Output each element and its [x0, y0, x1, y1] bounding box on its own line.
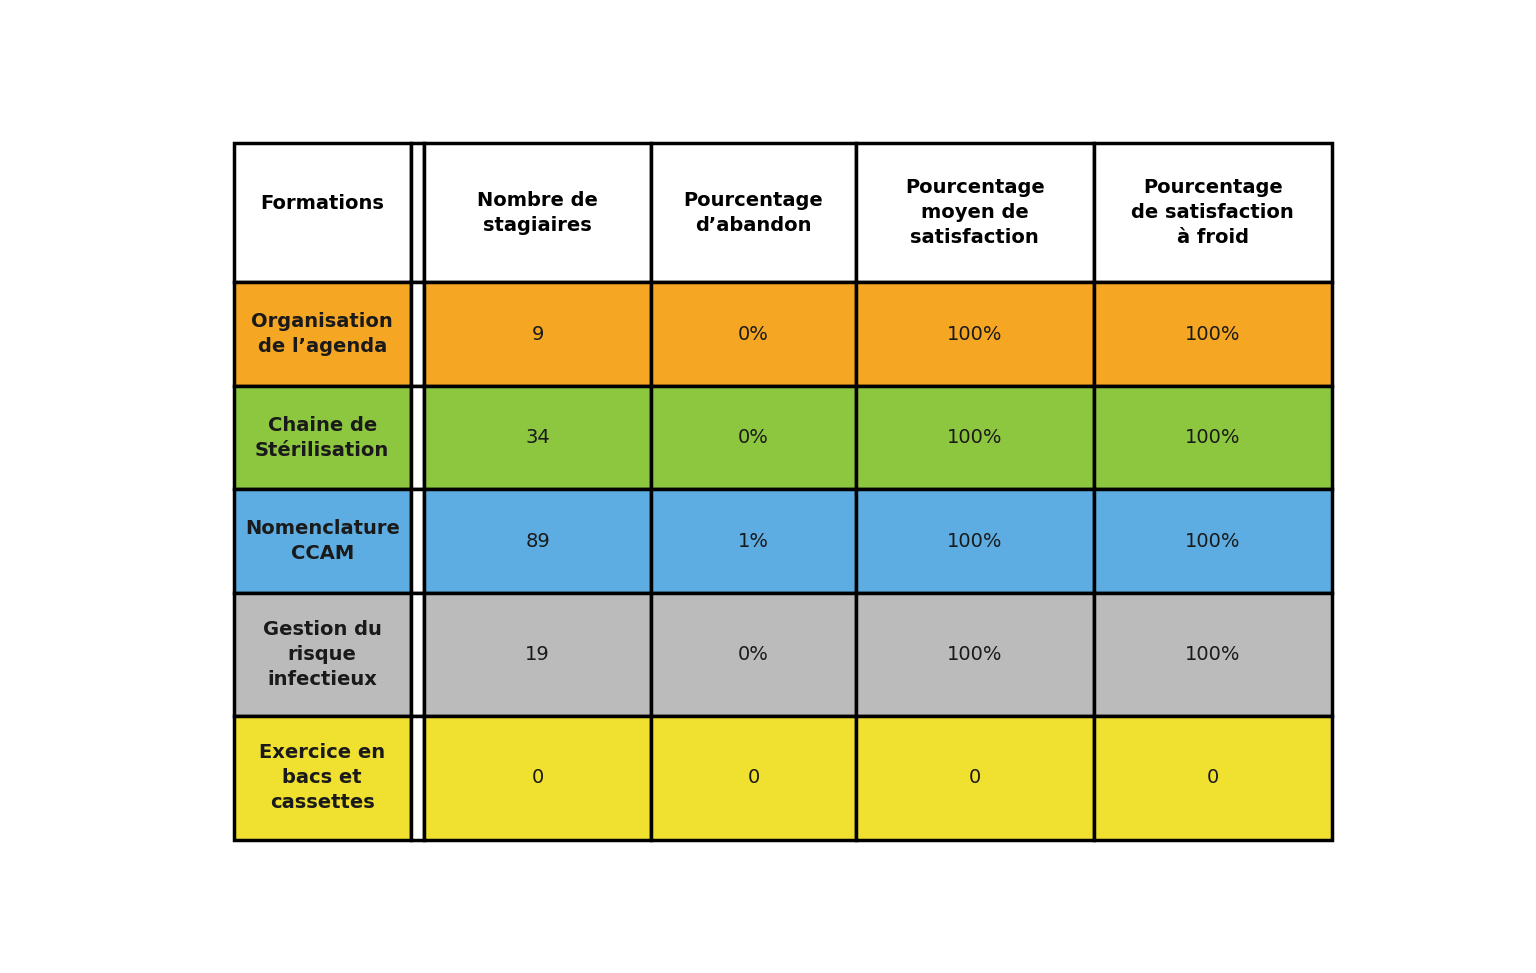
Bar [410, 282, 424, 386]
Text: 100%: 100% [948, 531, 1003, 551]
Bar [233, 143, 410, 282]
Bar [856, 716, 1094, 840]
Bar [856, 593, 1094, 716]
Text: Formations: Formations [260, 194, 384, 213]
Bar [856, 282, 1094, 386]
Text: Exercice en
bacs et
cassettes: Exercice en bacs et cassettes [260, 743, 386, 812]
Bar [651, 143, 856, 282]
Text: 100%: 100% [1186, 428, 1241, 447]
Bar [410, 386, 424, 489]
Text: 100%: 100% [948, 325, 1003, 343]
Text: 100%: 100% [948, 645, 1003, 664]
Text: 34: 34 [525, 428, 550, 447]
Bar [856, 386, 1094, 489]
Bar [1094, 489, 1332, 593]
Bar [424, 593, 651, 716]
Bar [424, 282, 651, 386]
Bar [424, 143, 651, 282]
Text: Gestion du
risque
infectieux: Gestion du risque infectieux [263, 620, 381, 689]
Text: 0%: 0% [737, 645, 770, 664]
Bar [233, 282, 410, 386]
Bar [856, 489, 1094, 593]
Bar [410, 143, 424, 282]
Bar [856, 143, 1094, 282]
Bar [233, 593, 410, 716]
Text: Pourcentage
moyen de
satisfaction: Pourcentage moyen de satisfaction [905, 178, 1044, 247]
Text: 9: 9 [531, 325, 544, 343]
Text: 19: 19 [525, 645, 550, 664]
Text: 100%: 100% [1186, 645, 1241, 664]
Bar [424, 716, 651, 840]
Text: Pourcentage
d’abandon: Pourcentage d’abandon [684, 191, 823, 234]
Text: Organisation
de l’agenda: Organisation de l’agenda [252, 312, 393, 356]
Bar [651, 489, 856, 593]
Text: Chaine de
Stérilisation: Chaine de Stérilisation [255, 415, 389, 459]
Text: 0: 0 [969, 769, 982, 787]
Bar [1094, 282, 1332, 386]
Text: 100%: 100% [1186, 325, 1241, 343]
Bar [651, 386, 856, 489]
Bar [424, 386, 651, 489]
Text: 0: 0 [1207, 769, 1220, 787]
Text: Nombre de
stagiaires: Nombre de stagiaires [478, 191, 598, 234]
Text: 100%: 100% [948, 428, 1003, 447]
Bar [1094, 386, 1332, 489]
Text: 100%: 100% [1186, 531, 1241, 551]
Bar [424, 489, 651, 593]
Text: Pourcentage
de satisfaction
à froid: Pourcentage de satisfaction à froid [1132, 178, 1295, 247]
Text: 0: 0 [748, 769, 760, 787]
Bar [1094, 143, 1332, 282]
Bar [233, 716, 410, 840]
Text: 1%: 1% [737, 531, 770, 551]
Bar [410, 489, 424, 593]
Text: 0%: 0% [737, 325, 770, 343]
Bar [651, 716, 856, 840]
Bar [233, 489, 410, 593]
Text: 89: 89 [525, 531, 550, 551]
Bar [410, 716, 424, 840]
Bar [1094, 716, 1332, 840]
Bar [410, 593, 424, 716]
Bar [651, 282, 856, 386]
Text: 0: 0 [531, 769, 544, 787]
Bar [233, 386, 410, 489]
Text: Nomenclature
CCAM: Nomenclature CCAM [244, 519, 399, 563]
Text: 0%: 0% [737, 428, 770, 447]
Bar [651, 593, 856, 716]
Bar [1094, 593, 1332, 716]
